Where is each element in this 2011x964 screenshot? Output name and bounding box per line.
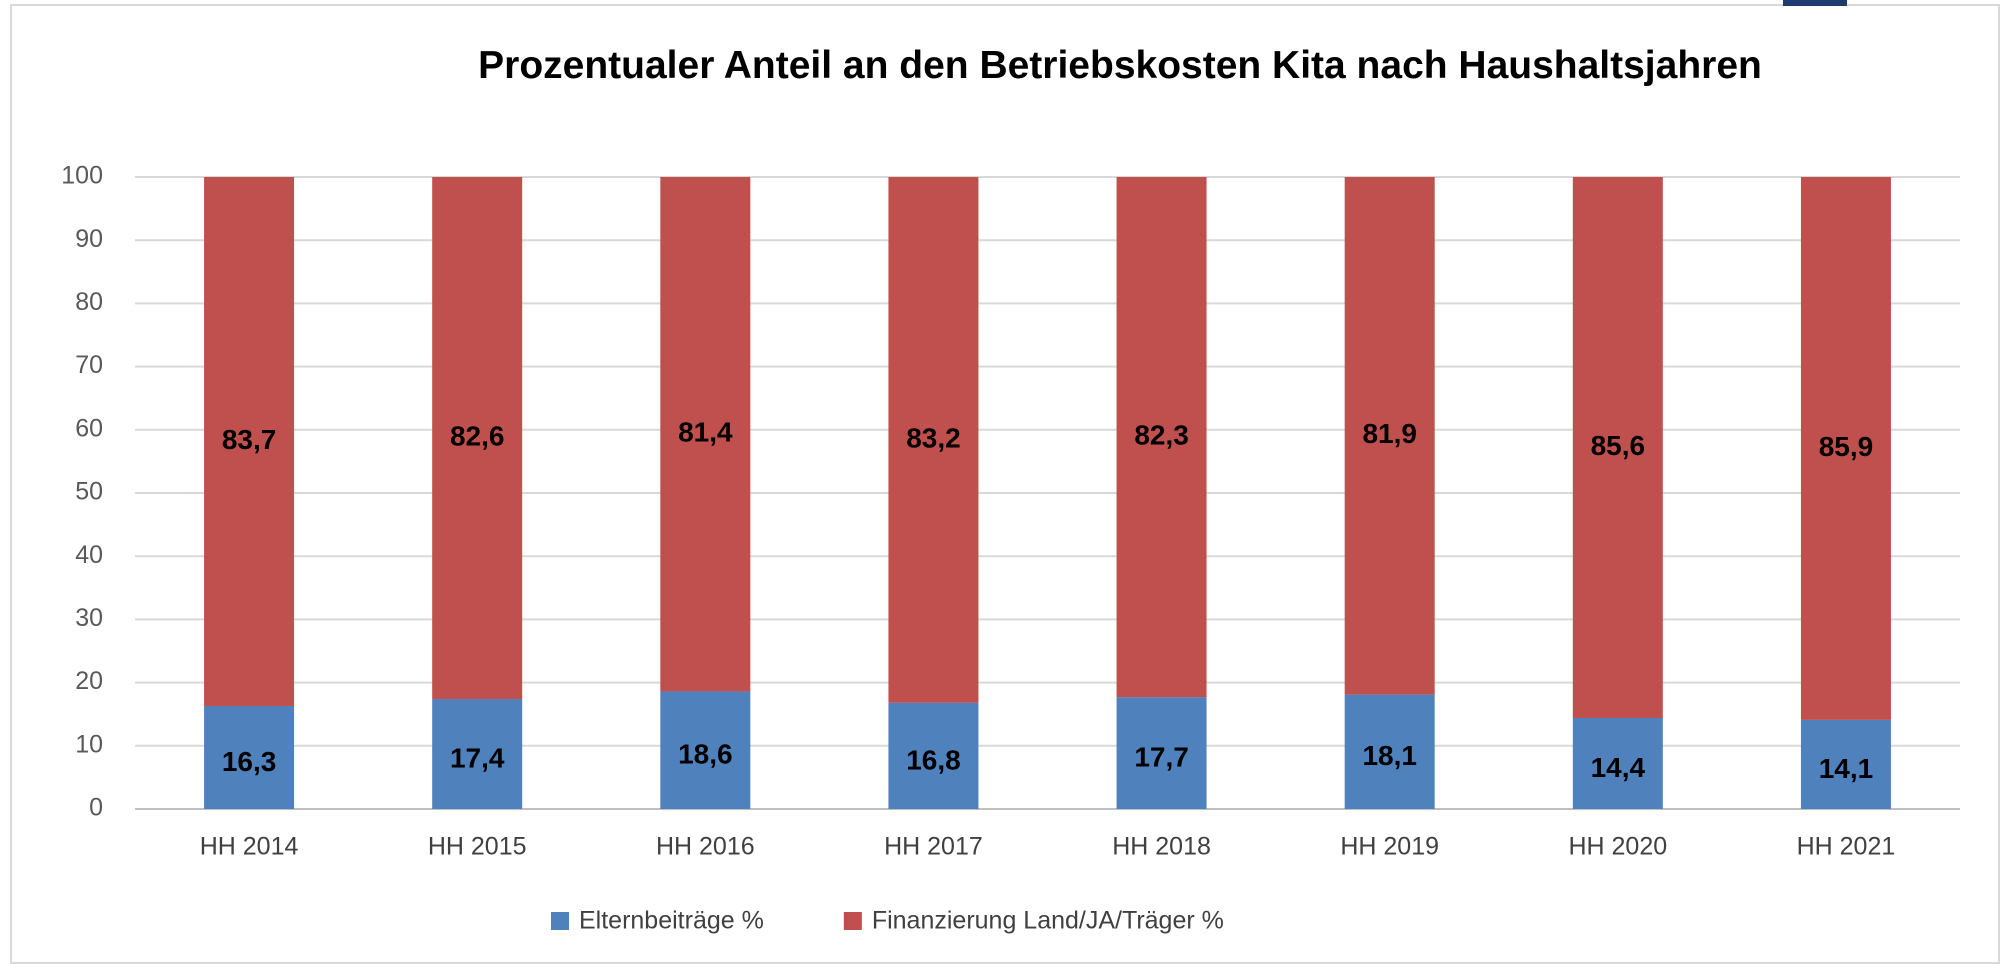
legend-label: Finanzierung Land/JA/Träger % (872, 907, 1224, 935)
y-tick-label: 100 (61, 162, 103, 190)
y-tick-label: 0 (89, 794, 103, 822)
data-label: 17,4 (450, 742, 505, 773)
data-label: 16,8 (906, 744, 961, 775)
legend-label: Elternbeiträge % (579, 907, 764, 935)
data-label: 85,6 (1591, 430, 1646, 461)
x-tick-label: HH 2014 (200, 833, 299, 861)
bar-segment (1344, 177, 1435, 695)
y-tick-label: 90 (75, 225, 103, 253)
x-tick-label: HH 2018 (1112, 833, 1211, 861)
data-label: 82,6 (450, 420, 505, 451)
bar-segment (1800, 719, 1891, 809)
legend-swatch (843, 912, 862, 930)
data-label: 14,4 (1591, 752, 1646, 783)
y-tick-label: 70 (75, 351, 103, 379)
bar-segment (1572, 177, 1663, 718)
bar-segment (1116, 177, 1207, 698)
bar-segment (1800, 177, 1891, 720)
data-label: 18,1 (1362, 740, 1417, 771)
data-label: 83,7 (222, 424, 277, 455)
data-label: 85,9 (1819, 431, 1874, 462)
x-tick-label: HH 2016 (656, 833, 755, 861)
bar-segment (432, 699, 523, 809)
bar-segment (1116, 697, 1207, 809)
bar-segment (888, 702, 979, 809)
data-label: 14,1 (1819, 753, 1874, 784)
legend-swatch (551, 912, 569, 930)
chart-title: Prozentualer Anteil an den Betriebskoste… (478, 44, 1762, 87)
bar-segment (204, 177, 295, 706)
data-label: 83,2 (906, 422, 961, 453)
x-tick-label: HH 2020 (1568, 833, 1667, 861)
data-label: 16,3 (222, 746, 277, 777)
x-tick-label: HH 2021 (1797, 833, 1896, 861)
y-tick-label: 80 (75, 288, 103, 316)
y-tick-label: 20 (75, 667, 103, 695)
x-tick-label: HH 2015 (428, 833, 527, 861)
bar-segment (1572, 717, 1663, 809)
y-tick-label: 30 (75, 604, 103, 632)
bar-segment (660, 177, 751, 692)
x-tick-label: HH 2017 (884, 833, 983, 861)
bar-segment (1344, 694, 1435, 809)
bar-segment (432, 177, 523, 700)
y-tick-label: 60 (75, 414, 103, 442)
x-tick-label: HH 2019 (1340, 833, 1439, 861)
data-label: 81,4 (678, 417, 733, 448)
data-label: 17,7 (1134, 741, 1189, 772)
y-tick-label: 50 (75, 478, 103, 506)
bar-segment (660, 691, 751, 809)
bar-segment (888, 177, 979, 703)
y-tick-label: 40 (75, 541, 103, 569)
bar-segment (204, 705, 295, 809)
corner-tab (1783, 0, 1847, 6)
data-label: 82,3 (1134, 419, 1189, 450)
data-label: 18,6 (678, 739, 733, 770)
data-label: 81,9 (1362, 418, 1417, 449)
y-tick-label: 10 (75, 730, 103, 758)
